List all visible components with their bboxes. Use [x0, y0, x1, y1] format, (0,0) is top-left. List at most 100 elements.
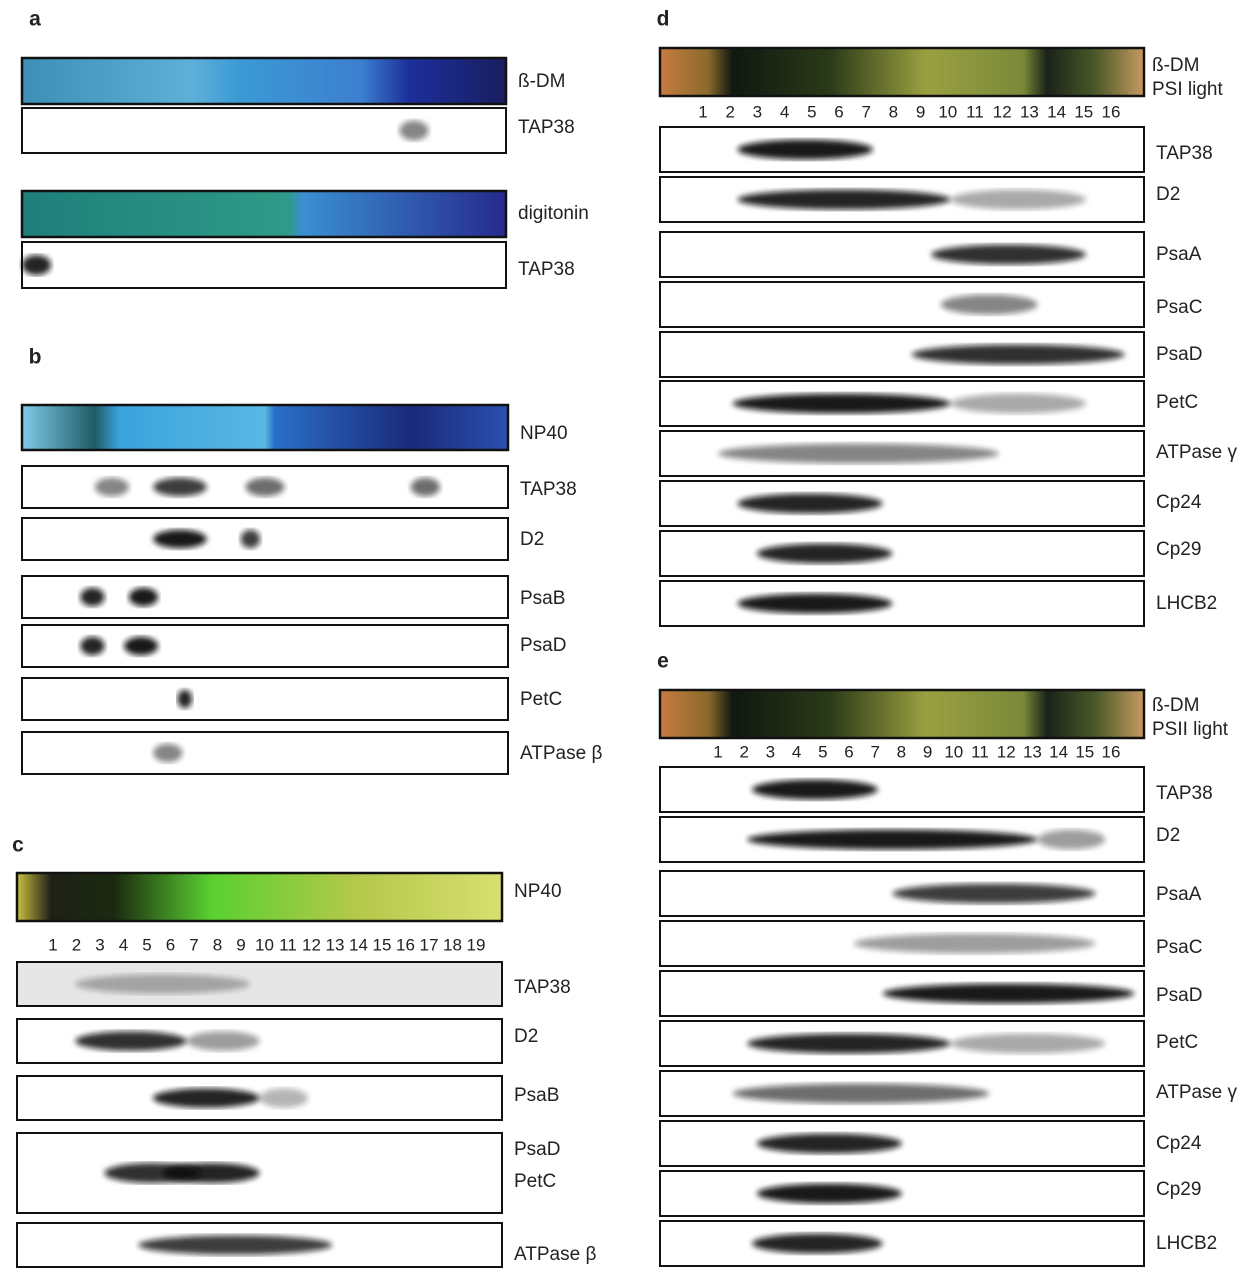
lane-number: 15 [373, 935, 392, 954]
lane-number: 8 [889, 102, 898, 121]
strip-label: PsaD [1156, 344, 1202, 365]
blot-strip: PsaA [660, 871, 1202, 916]
band [752, 1234, 883, 1254]
gel-strip: NP40 [22, 405, 568, 450]
strip-label: D2 [520, 529, 544, 550]
panel-label: c [12, 834, 24, 857]
strip-label: PsaB [520, 588, 565, 609]
blot-strip: Cp29 [660, 1171, 1201, 1216]
blot-strip: PetC [660, 1021, 1198, 1066]
lane-number: 14 [1047, 102, 1066, 121]
blot [660, 282, 1144, 327]
gel-strip: digitonin [22, 191, 589, 237]
blot-strip: PsaB [17, 1076, 559, 1120]
lane-number: 10 [255, 935, 274, 954]
lane-number: 16 [1102, 742, 1121, 761]
strip-label: PsaC [1156, 937, 1202, 958]
band [950, 190, 1086, 210]
band [747, 830, 1037, 850]
strip-label: D2 [1156, 184, 1180, 205]
blot-strip: LHCB2 [660, 1221, 1217, 1266]
lane-number: 1 [713, 742, 722, 761]
blot-strip: TAP38 [22, 466, 577, 508]
band [931, 245, 1086, 265]
band [757, 1184, 902, 1204]
blot-strip: TAP38 [660, 127, 1213, 172]
lane-number: 5 [807, 102, 816, 121]
figure: aß-DMTAP38digitoninTAP38bNP40TAP38D2PsaB… [0, 0, 1253, 1268]
lane-number: 12 [997, 742, 1016, 761]
lane-number: 15 [1075, 742, 1094, 761]
band [950, 394, 1086, 414]
strip-label: TAP38 [1156, 143, 1213, 164]
band [757, 544, 893, 564]
band [153, 1088, 260, 1107]
gel [17, 873, 502, 921]
band [854, 934, 1096, 954]
band [733, 1084, 990, 1104]
lane-number: 9 [236, 935, 245, 954]
strip-label: TAP38 [1156, 783, 1213, 804]
strip-label: PSI light [1152, 79, 1223, 100]
lane-number: 6 [166, 935, 175, 954]
band [153, 478, 206, 496]
band [178, 690, 193, 708]
lane-number: 2 [739, 742, 748, 761]
panel-label: a [29, 8, 41, 31]
band [246, 478, 285, 496]
strip-label: ATPase β [520, 743, 602, 764]
lane-number: 14 [349, 935, 368, 954]
gel [22, 58, 506, 104]
lane-number: 11 [279, 935, 297, 954]
strip-label: PSII light [1152, 719, 1229, 740]
band [747, 1034, 950, 1054]
band [718, 444, 999, 464]
strip-label: PsaA [1156, 884, 1202, 905]
blot-strip: PsaD [22, 625, 566, 667]
band [22, 255, 51, 275]
strip-label: TAP38 [514, 977, 571, 998]
gel [660, 690, 1144, 738]
band [124, 637, 158, 655]
lane-number: 12 [993, 102, 1012, 121]
blot-strip: PsaC [660, 282, 1202, 327]
strip-label: Cp24 [1156, 1133, 1202, 1154]
lane-number: 9 [916, 102, 925, 121]
band [892, 884, 1095, 904]
band [80, 588, 104, 606]
lane-number: 1 [698, 102, 707, 121]
lane-number: 17 [420, 935, 439, 954]
band [260, 1088, 309, 1107]
lane-number: 13 [326, 935, 345, 954]
lane-number: 4 [792, 742, 801, 761]
strip-label: ß-DM [518, 71, 565, 92]
band [912, 345, 1125, 365]
blot-strip: PsaB [22, 576, 565, 618]
strip-label: TAP38 [518, 117, 575, 138]
blot [660, 581, 1144, 626]
strip-label: NP40 [520, 423, 568, 444]
panel-label: d [657, 8, 670, 31]
band [733, 394, 951, 414]
lane-number: 12 [302, 935, 321, 954]
gel-strip: ß-DM [22, 58, 565, 104]
strip-label: LHCB2 [1156, 593, 1217, 614]
band [1038, 830, 1106, 850]
lane-number: 3 [766, 742, 775, 761]
band [138, 1235, 332, 1254]
lane-number: 11 [966, 102, 984, 121]
lane-number: 5 [818, 742, 827, 761]
blot-strip: D2 [17, 1019, 538, 1063]
blot-strip: TAP38 [22, 242, 575, 288]
strip-label: PetC [520, 689, 562, 710]
lane-number: 3 [95, 935, 104, 954]
blot-strip: LHCB2 [660, 581, 1217, 626]
lane-number: 13 [1023, 742, 1042, 761]
strip-label: digitonin [518, 203, 589, 224]
band [941, 295, 1038, 315]
blot [22, 242, 506, 288]
band [80, 637, 104, 655]
blot-strip: PetC [22, 678, 562, 720]
